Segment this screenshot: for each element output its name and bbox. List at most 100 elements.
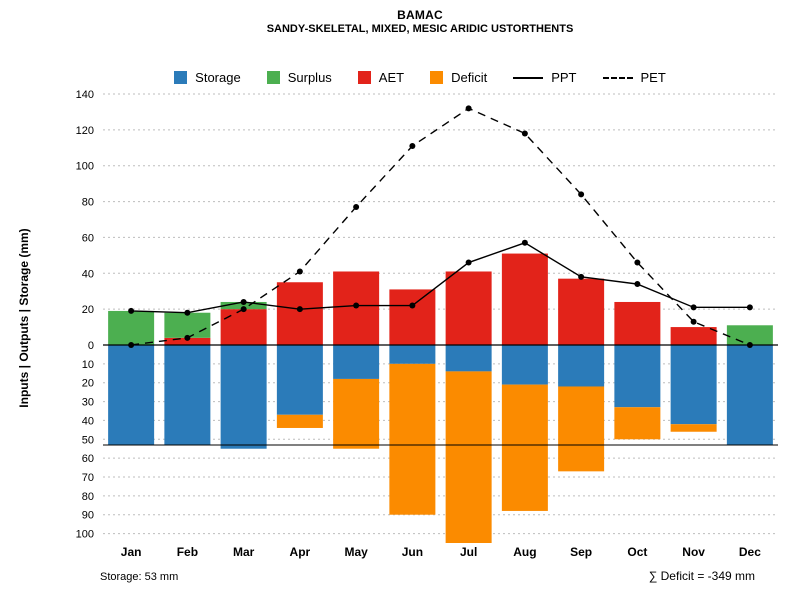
ppt-marker-apr (296, 306, 303, 313)
aet-bar-sep (558, 278, 605, 345)
deficit-bar-oct (614, 407, 661, 440)
y-tick-label: 80 (82, 197, 94, 209)
y-tick-label: 60 (82, 453, 94, 465)
legend-swatch-deficit-icon (430, 71, 444, 84)
chart-title: BAMAC (397, 8, 443, 22)
month-label-sep: Sep (570, 545, 592, 559)
y-tick-label: 40 (82, 415, 94, 427)
ppt-marker-nov (690, 304, 697, 311)
month-label-apr: Apr (290, 545, 311, 559)
storage-bar-jun (389, 345, 436, 364)
month-label-aug: Aug (513, 545, 536, 559)
y-tick-label: 30 (82, 397, 94, 409)
pet-marker-dec (746, 342, 753, 348)
y-tick-label: 60 (82, 232, 94, 244)
month-label-dec: Dec (739, 545, 761, 559)
aet-bar-nov (670, 327, 717, 345)
month-label-nov: Nov (682, 545, 705, 559)
legend-label-pet: PET (640, 70, 666, 85)
storage-bar-nov (670, 345, 717, 425)
aet-bar-oct (614, 301, 661, 345)
ppt-marker-dec (746, 304, 753, 311)
y-tick-labels: 0 20 40 60 80 100 120 140 10 20 30 40 50 60 70 80 90 100 (76, 89, 94, 541)
legend-swatch-aet-icon (357, 71, 371, 84)
pet-marker-feb (184, 334, 191, 341)
surplus-bar-mar (220, 301, 267, 310)
storage-bar-dec (726, 345, 773, 445)
deficit-bar-aug (501, 384, 548, 511)
legend-label-aet: AET (378, 70, 405, 85)
deficit-bar-may (333, 378, 380, 449)
ppt-line (131, 242, 750, 314)
storage-bar-apr (276, 345, 323, 415)
legend-swatch-surplus-icon (266, 71, 280, 84)
y-tick-label: 100 (76, 529, 94, 541)
aet-bars (164, 253, 717, 345)
storage-bar-may (333, 345, 380, 379)
legend-item-aet: AET (357, 70, 405, 85)
pet-marker-aug (521, 130, 528, 137)
ppt-markers (128, 239, 753, 316)
deficit-bar-sep (558, 386, 605, 472)
legend-swatch-storage-icon (174, 71, 188, 84)
aet-bar-feb (164, 337, 211, 345)
pet-marker-sep (578, 191, 585, 198)
month-label-jan: Jan (121, 545, 142, 559)
y-tick-label: 80 (82, 491, 94, 503)
storage-bar-feb (164, 345, 211, 445)
legend-label-surplus: Surplus (287, 70, 332, 85)
pet-marker-apr (296, 268, 303, 275)
y-tick-label: 100 (76, 161, 94, 173)
legend-item-ppt: PPT (513, 70, 577, 85)
deficit-bars (276, 363, 717, 543)
month-label-mar: Mar (233, 545, 255, 559)
deficit-bar-jul (445, 371, 492, 543)
pet-marker-may (353, 203, 360, 210)
y-tick-label: 10 (82, 359, 94, 371)
legend-item-deficit: Deficit (430, 70, 487, 85)
month-label-oct: Oct (627, 545, 647, 559)
legend-swatch-pet-line-icon (602, 76, 633, 79)
storage-bar-mar (220, 345, 267, 449)
aet-bar-aug (501, 253, 548, 345)
pet-marker-jul (465, 105, 472, 112)
y-tick-label: 90 (82, 510, 94, 522)
storage-bar-jul (445, 345, 492, 372)
month-label-may: May (344, 545, 368, 559)
legend-label-storage: Storage (195, 70, 241, 85)
legend-swatch-ppt-line-icon (513, 76, 544, 79)
deficit-bar-jun (389, 363, 436, 515)
aet-bar-jun (389, 289, 436, 345)
legend-item-storage: Storage (174, 70, 241, 85)
y-tick-label: 120 (76, 125, 94, 137)
storage-footnote: Storage: 53 mm (100, 571, 179, 583)
deficit-bar-nov (670, 424, 717, 432)
month-label-feb: Feb (177, 545, 198, 559)
storage-bar-oct (614, 345, 661, 408)
y-tick-label: 0 (88, 340, 94, 352)
legend-item-surplus: Surplus (266, 70, 332, 85)
month-label-jun: Jun (402, 545, 423, 559)
y-tick-label: 50 (82, 434, 94, 446)
ppt-marker-jan (128, 307, 135, 314)
month-label-jul: Jul (460, 545, 477, 559)
ppt-marker-jun (409, 302, 416, 309)
storage-bars (108, 345, 773, 449)
ppt-marker-jul (465, 259, 472, 266)
ppt-marker-sep (578, 273, 585, 280)
legend-label-deficit: Deficit (451, 70, 488, 85)
pet-marker-jan (128, 342, 135, 348)
pet-marker-jun (409, 142, 416, 149)
legend-label-ppt: PPT (551, 70, 577, 85)
ppt-marker-mar (240, 298, 247, 305)
legend-item-pet: PET (602, 70, 666, 85)
aet-bar-apr (276, 282, 323, 345)
aet-bar-mar (220, 309, 267, 345)
y-tick-label: 70 (82, 472, 94, 484)
storage-bar-aug (501, 345, 548, 385)
ppt-marker-oct (634, 281, 641, 288)
deficit-sum-footnote: ∑ Deficit = -349 mm (648, 569, 755, 583)
y-tick-label: 140 (76, 89, 94, 101)
chart-subtitle: SANDY-SKELETAL, MIXED, MESIC ARIDIC USTO… (266, 23, 574, 35)
storage-bar-jan (108, 345, 155, 445)
